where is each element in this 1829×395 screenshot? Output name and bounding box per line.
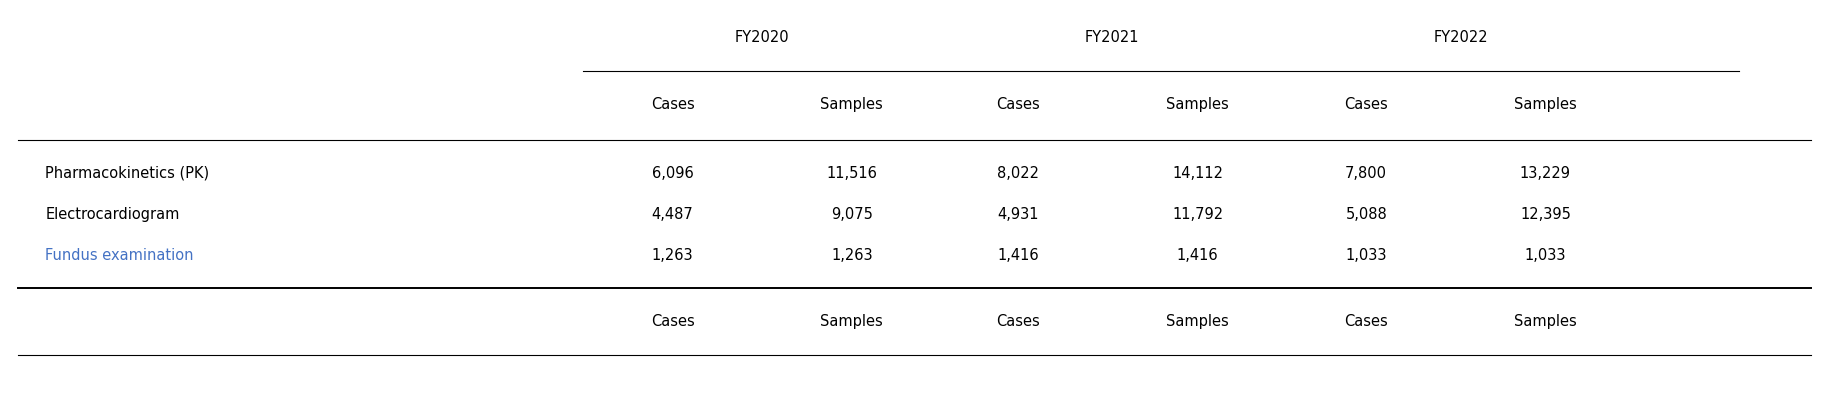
Text: 1,416: 1,416 [1176, 248, 1218, 263]
Text: 7,800: 7,800 [1344, 166, 1386, 181]
Text: Samples: Samples [1514, 97, 1577, 112]
Text: Pharmacokinetics (PK): Pharmacokinetics (PK) [46, 166, 209, 181]
Text: Cases: Cases [651, 97, 695, 112]
Text: Cases: Cases [997, 97, 1041, 112]
Text: FY2020: FY2020 [735, 30, 790, 45]
Text: 13,229: 13,229 [1520, 166, 1571, 181]
Text: 6,096: 6,096 [651, 166, 693, 181]
Text: Cases: Cases [997, 314, 1041, 329]
Text: Samples: Samples [821, 97, 883, 112]
Text: 1,263: 1,263 [651, 248, 693, 263]
Text: 14,112: 14,112 [1172, 166, 1224, 181]
Text: 8,022: 8,022 [997, 166, 1039, 181]
Text: Samples: Samples [1167, 97, 1229, 112]
Text: 4,487: 4,487 [651, 207, 693, 222]
Text: FY2021: FY2021 [1085, 30, 1139, 45]
Text: Samples: Samples [821, 314, 883, 329]
Text: 1,033: 1,033 [1346, 248, 1386, 263]
Text: 5,088: 5,088 [1346, 207, 1386, 222]
Text: FY2022: FY2022 [1434, 30, 1489, 45]
Text: 4,931: 4,931 [997, 207, 1039, 222]
Text: Electrocardiogram: Electrocardiogram [46, 207, 179, 222]
Text: Samples: Samples [1514, 314, 1577, 329]
Text: 11,516: 11,516 [827, 166, 878, 181]
Text: 9,075: 9,075 [830, 207, 872, 222]
Text: 11,792: 11,792 [1172, 207, 1224, 222]
Text: 12,395: 12,395 [1520, 207, 1571, 222]
Text: 1,263: 1,263 [830, 248, 872, 263]
Text: Samples: Samples [1167, 314, 1229, 329]
Text: Cases: Cases [1344, 97, 1388, 112]
Text: 1,033: 1,033 [1525, 248, 1566, 263]
Text: Cases: Cases [651, 314, 695, 329]
Text: Cases: Cases [1344, 314, 1388, 329]
Text: Fundus examination: Fundus examination [46, 248, 194, 263]
Text: 1,416: 1,416 [997, 248, 1039, 263]
